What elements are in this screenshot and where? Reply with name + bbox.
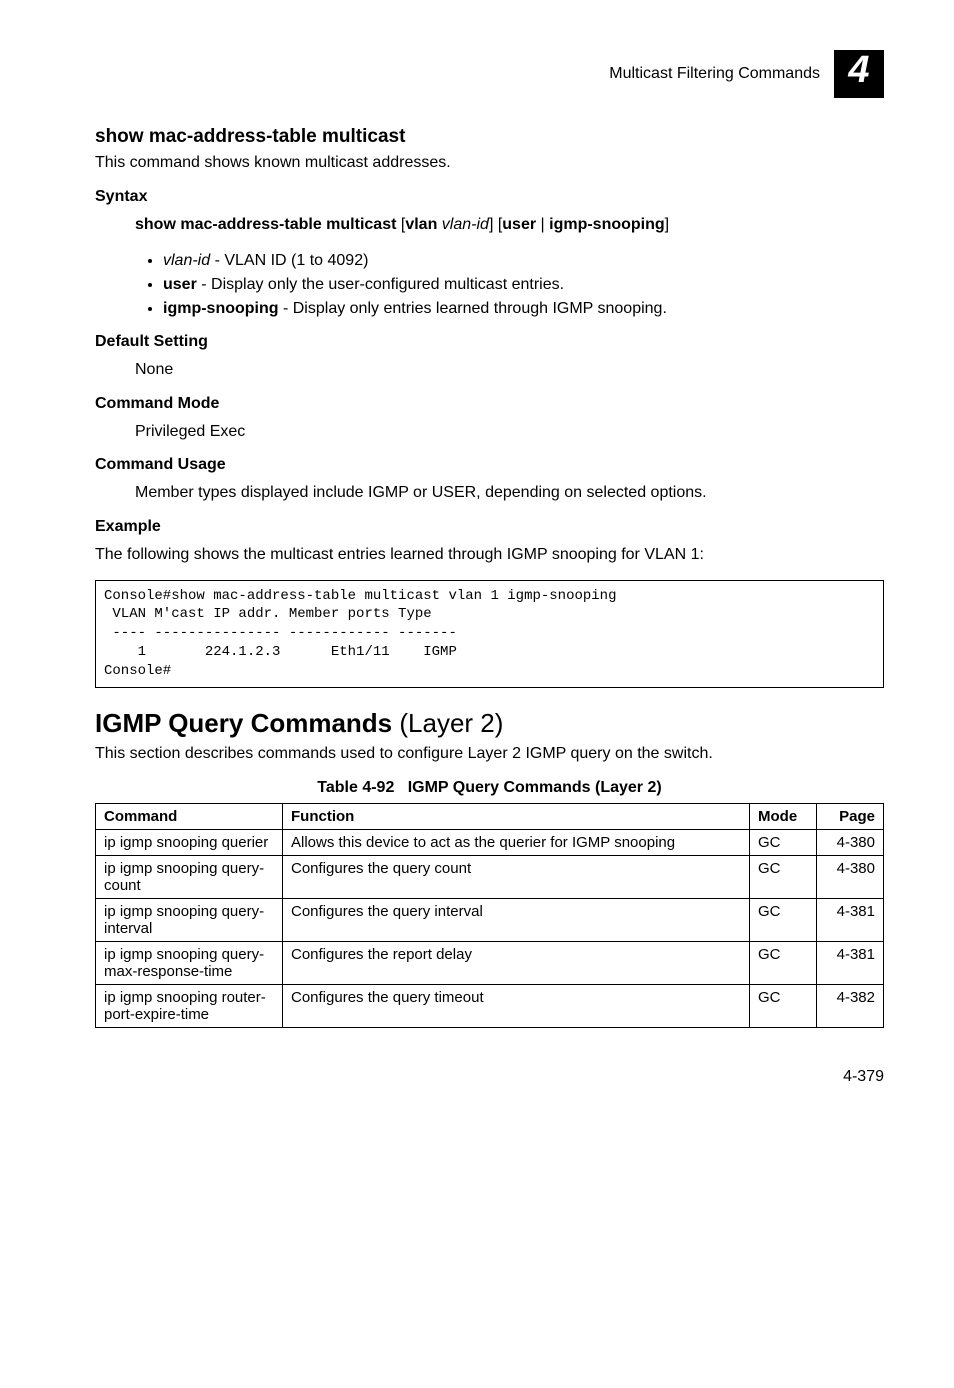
col-function: Function <box>283 803 750 829</box>
section-heading-bold: IGMP Query Commands <box>95 708 392 738</box>
section-heading: IGMP Query Commands (Layer 2) <box>95 708 884 739</box>
syntax-sep3: | <box>536 216 549 233</box>
table-row: ip igmp snooping querier Allows this dev… <box>96 829 884 855</box>
section-intro: This section describes commands used to … <box>95 743 884 765</box>
arg-desc: - Display only the user-configured multi… <box>197 276 564 293</box>
section-title: Multicast Filtering Commands <box>609 65 820 83</box>
arg-name: vlan-id <box>163 252 210 269</box>
cell-page: 4-381 <box>817 898 884 941</box>
col-mode: Mode <box>750 803 817 829</box>
cell-function: Allows this device to act as the querier… <box>283 829 750 855</box>
table-number: Table 4-92 <box>317 779 394 796</box>
syntax-user-kw: user <box>502 216 536 233</box>
syntax-sep2: ] [ <box>489 216 502 233</box>
cell-command: ip igmp snooping query-max-response-time <box>96 941 283 984</box>
default-label: Default Setting <box>95 333 884 351</box>
cell-page: 4-382 <box>817 984 884 1027</box>
arg-name: igmp-snooping <box>163 300 279 317</box>
commands-table: Command Function Mode Page ip igmp snoop… <box>95 803 884 1028</box>
command-heading: show mac-address-table multicast <box>95 126 884 148</box>
usage-text: Member types displayed include IGMP or U… <box>95 482 884 504</box>
chapter-badge: 4 <box>834 50 884 98</box>
cell-function: Configures the query count <box>283 855 750 898</box>
syntax-arg-item: user - Display only the user-configured … <box>163 273 884 297</box>
syntax-arg-item: igmp-snooping - Display only entries lea… <box>163 297 884 321</box>
mode-label: Command Mode <box>95 395 884 413</box>
cell-page: 4-381 <box>817 941 884 984</box>
cell-mode: GC <box>750 898 817 941</box>
arg-desc: - VLAN ID (1 to 4092) <box>210 252 368 269</box>
syntax-sep4: ] <box>665 216 669 233</box>
table-caption: Table 4-92 IGMP Query Commands (Layer 2) <box>95 779 884 797</box>
syntax-cmd: show mac-address-table multicast <box>135 216 396 233</box>
col-command: Command <box>96 803 283 829</box>
syntax-vlan-kw: vlan <box>405 216 437 233</box>
syntax-vlan-arg: vlan-id <box>442 216 489 233</box>
cell-function: Configures the query timeout <box>283 984 750 1027</box>
table-row: ip igmp snooping query-interval Configur… <box>96 898 884 941</box>
page-number: 4-379 <box>95 1068 884 1086</box>
syntax-label: Syntax <box>95 188 884 206</box>
table-row: ip igmp snooping router-port-expire-time… <box>96 984 884 1027</box>
col-page: Page <box>817 803 884 829</box>
syntax-line: show mac-address-table multicast [vlan v… <box>95 214 884 236</box>
cell-mode: GC <box>750 855 817 898</box>
arg-desc: - Display only entries learned through I… <box>279 300 667 317</box>
table-header-row: Command Function Mode Page <box>96 803 884 829</box>
syntax-arg-item: vlan-id - VLAN ID (1 to 4092) <box>163 249 884 273</box>
arg-name: user <box>163 276 197 293</box>
syntax-igmp-kw: igmp-snooping <box>549 216 665 233</box>
example-code: Console#show mac-address-table multicast… <box>95 580 884 688</box>
cell-command: ip igmp snooping querier <box>96 829 283 855</box>
table-row: ip igmp snooping query-count Configures … <box>96 855 884 898</box>
cell-mode: GC <box>750 829 817 855</box>
cell-function: Configures the report delay <box>283 941 750 984</box>
cell-command: ip igmp snooping router-port-expire-time <box>96 984 283 1027</box>
table-row: ip igmp snooping query-max-response-time… <box>96 941 884 984</box>
usage-label: Command Usage <box>95 456 884 474</box>
mode-value: Privileged Exec <box>95 421 884 443</box>
section-heading-light: (Layer 2) <box>392 708 503 738</box>
cell-command: ip igmp snooping query-interval <box>96 898 283 941</box>
cell-function: Configures the query interval <box>283 898 750 941</box>
example-label: Example <box>95 518 884 536</box>
example-intro: The following shows the multicast entrie… <box>95 544 884 566</box>
cell-command: ip igmp snooping query-count <box>96 855 283 898</box>
cell-page: 4-380 <box>817 855 884 898</box>
default-value: None <box>95 359 884 381</box>
cell-mode: GC <box>750 984 817 1027</box>
command-description: This command shows known multicast addre… <box>95 152 884 174</box>
syntax-args-list: vlan-id - VLAN ID (1 to 4092) user - Dis… <box>95 249 884 321</box>
chapter-number: 4 <box>848 51 869 89</box>
page-header: Multicast Filtering Commands 4 <box>95 50 884 98</box>
cell-mode: GC <box>750 941 817 984</box>
cell-page: 4-380 <box>817 829 884 855</box>
table-title: IGMP Query Commands (Layer 2) <box>408 779 662 796</box>
